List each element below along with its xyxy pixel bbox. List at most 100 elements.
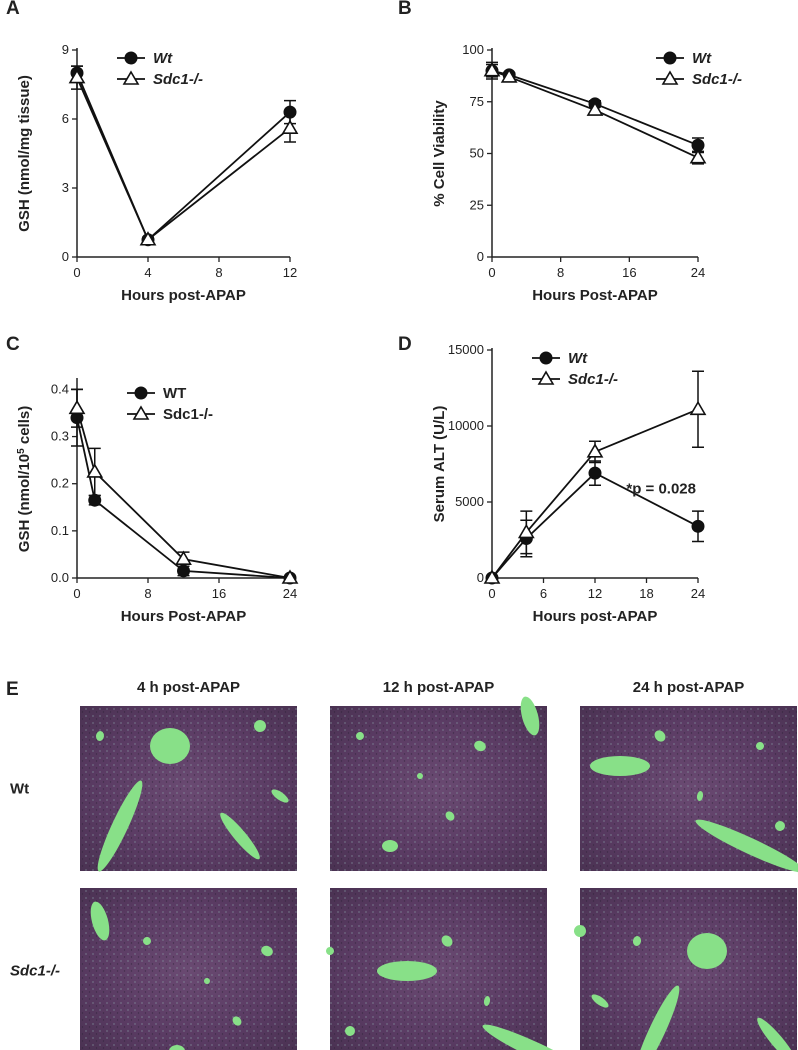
legend-label: Wt xyxy=(153,50,173,67)
marker xyxy=(689,149,707,164)
vessel xyxy=(326,947,335,955)
y-axis-label: Serum ALT (U/L) xyxy=(431,406,448,523)
marker xyxy=(586,101,604,116)
vessel xyxy=(142,937,151,945)
tissue-texture xyxy=(80,888,297,1050)
vessel xyxy=(634,985,680,1050)
marker xyxy=(586,443,604,458)
series-line xyxy=(76,72,291,242)
histology-image xyxy=(580,706,798,873)
x-tick-label: 0 xyxy=(488,265,495,280)
y-tick-label: 0 xyxy=(477,570,484,585)
vessel xyxy=(474,740,486,752)
marker xyxy=(124,51,138,65)
vessel xyxy=(482,1024,592,1050)
x-tick-label: 18 xyxy=(639,586,653,601)
x-tick-label: 12 xyxy=(588,586,602,601)
row-label: Wt xyxy=(10,781,29,798)
marker xyxy=(539,351,553,365)
y-axis-label-part: 5 xyxy=(16,448,27,454)
marker xyxy=(483,62,501,77)
x-tick-label: 24 xyxy=(691,265,705,280)
marker xyxy=(68,69,86,84)
marker xyxy=(661,70,679,85)
tissue-texture xyxy=(330,888,547,1050)
series xyxy=(68,388,299,584)
column-header: 24 h post-APAP xyxy=(633,679,744,696)
y-axis-label-part: cells) xyxy=(16,406,33,449)
annotation: *p = 0.028 xyxy=(626,481,696,498)
x-tick-label: 8 xyxy=(144,586,151,601)
vessel xyxy=(204,978,211,984)
vessel xyxy=(632,936,642,946)
x-tick-label: 16 xyxy=(212,586,226,601)
legend-label: Sdc1-/- xyxy=(163,406,213,423)
vessel xyxy=(150,728,190,764)
vessel xyxy=(169,1045,185,1050)
y-axis-label-part: GSH (nmol/10 xyxy=(16,454,33,552)
marker xyxy=(139,231,157,246)
series xyxy=(483,370,707,584)
marker xyxy=(483,569,501,584)
vessel xyxy=(271,789,289,803)
y-tick-label: 9 xyxy=(62,42,69,57)
marker xyxy=(132,405,150,420)
y-tick-label: 0 xyxy=(62,249,69,264)
legend-label: Sdc1-/- xyxy=(153,71,203,88)
x-axis-label: Hours post-APAP xyxy=(533,608,658,625)
x-tick-label: 8 xyxy=(215,265,222,280)
vessel xyxy=(695,819,798,873)
vessel xyxy=(757,1017,797,1050)
vessel xyxy=(355,732,364,740)
y-tick-label: 10000 xyxy=(448,418,484,433)
panel-label: C xyxy=(6,334,20,355)
vessel xyxy=(445,811,455,821)
series-line xyxy=(491,69,699,159)
tissue-texture xyxy=(330,706,547,871)
x-tick-label: 16 xyxy=(622,265,636,280)
x-tick-label: 12 xyxy=(283,265,297,280)
histology-image xyxy=(326,888,592,1050)
marker xyxy=(281,119,299,134)
legend-label: Wt xyxy=(568,350,588,367)
series-line xyxy=(76,417,291,579)
histology-image xyxy=(330,696,547,871)
vessel xyxy=(232,1016,242,1026)
vessel xyxy=(345,1026,355,1036)
y-tick-label: 5000 xyxy=(455,494,484,509)
vessel xyxy=(654,730,666,742)
marker xyxy=(68,399,86,415)
vessel xyxy=(90,901,110,941)
y-axis-label: GSH (nmol/mg tissue) xyxy=(16,75,33,232)
legend-label: WT xyxy=(163,385,186,402)
histology-image xyxy=(574,888,797,1050)
x-tick-label: 24 xyxy=(691,586,705,601)
marker xyxy=(86,463,104,478)
panel-label: E xyxy=(6,679,19,700)
x-axis-label: Hours Post-APAP xyxy=(532,287,658,304)
y-tick-label: 50 xyxy=(470,146,484,161)
vessel xyxy=(696,791,704,801)
vessel xyxy=(254,720,266,732)
legend-label: Sdc1-/- xyxy=(692,71,742,88)
x-tick-label: 0 xyxy=(73,265,80,280)
vessel xyxy=(377,961,437,981)
x-tick-label: 6 xyxy=(540,586,547,601)
vessel xyxy=(417,773,423,779)
vessel xyxy=(95,731,105,741)
marker xyxy=(537,370,555,385)
marker xyxy=(691,519,705,533)
vessel xyxy=(441,935,453,947)
marker xyxy=(281,569,299,584)
series-line xyxy=(491,69,699,147)
vessel xyxy=(520,696,540,736)
marker xyxy=(500,68,518,83)
vessel xyxy=(97,780,143,872)
series xyxy=(483,61,707,165)
series-line xyxy=(491,472,699,579)
column-header: 4 h post-APAP xyxy=(137,679,240,696)
y-tick-label: 0.0 xyxy=(51,570,69,585)
marker xyxy=(689,400,707,416)
x-axis-label: Hours Post-APAP xyxy=(121,608,247,625)
vessel xyxy=(591,994,609,1008)
